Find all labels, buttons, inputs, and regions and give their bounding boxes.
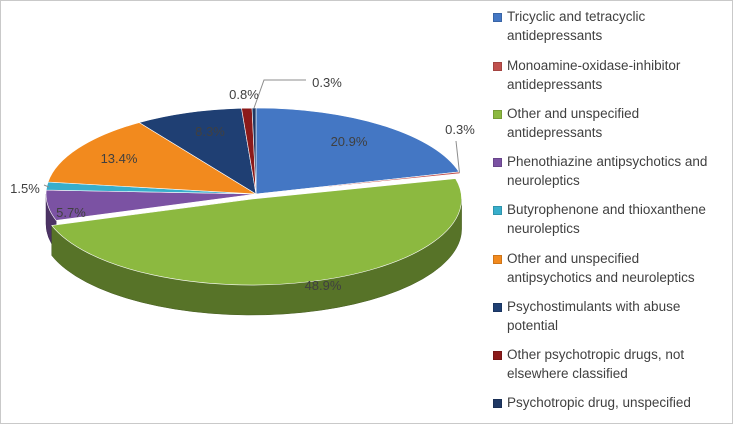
data-label: 5.7%	[56, 205, 86, 220]
legend-label: Monoamine-oxidase-inhibitor	[507, 58, 681, 73]
legend-label: Psychostimulants with abuse	[507, 299, 681, 314]
data-label: 0.3%	[445, 122, 475, 137]
legend-label: Psychotropic drug, unspecified	[507, 395, 691, 410]
legend-label: elsewhere classified	[507, 366, 628, 381]
data-label: 48.9%	[305, 278, 342, 293]
legend-item: Other and unspecified antipsychotics and …	[493, 249, 729, 287]
legend-label: antidepressants	[507, 28, 603, 43]
legend-item: Monoamine-oxidase-inhibitor antidepressan…	[493, 56, 729, 94]
legend-label: potential	[507, 318, 559, 333]
legend-label: antidepressants	[507, 77, 603, 92]
legend-swatch	[493, 206, 502, 215]
legend-swatch	[493, 62, 502, 71]
legend-swatch	[493, 399, 502, 408]
leader-line	[253, 79, 306, 109]
legend-label: antidepressants	[507, 125, 603, 140]
pie-slice	[138, 107, 257, 195]
pie-slice	[51, 178, 462, 286]
data-label: 0.3%	[312, 75, 342, 90]
legend-swatch	[493, 110, 502, 119]
data-label: 0.8%	[229, 87, 259, 102]
legend-item: Psychotropic drug, unspecified	[493, 393, 729, 412]
legend-label: Phenothiazine antipsychotics and	[507, 154, 708, 169]
data-label: 8.3%	[195, 124, 225, 139]
legend-label: antipsychotics and neuroleptics	[507, 270, 695, 285]
data-label: 1.5%	[10, 181, 40, 196]
legend-swatch	[493, 255, 502, 264]
legend-swatch	[493, 158, 502, 167]
legend-label: Other and unspecified	[507, 106, 640, 121]
legend-label: neuroleptics	[507, 221, 580, 236]
pie-slice	[255, 107, 460, 195]
legend-label: Other psychotropic drugs, not	[507, 347, 685, 362]
legend-item: Phenothiazine antipsychotics and neurolep…	[493, 152, 729, 190]
legend-swatch	[493, 13, 502, 22]
legend-swatch	[493, 303, 502, 312]
leader-line	[455, 140, 460, 173]
legend-label: neuroleptics	[507, 173, 580, 188]
legend-item: Butyrophenone and thioxanthene neurolepti…	[493, 200, 729, 238]
legend-item: Psychostimulants with abuse potential	[493, 297, 729, 335]
legend-label: Tricyclic and tetracyclic	[507, 9, 646, 24]
legend-label: Butyrophenone and thioxanthene	[507, 202, 706, 217]
legend-swatch	[493, 351, 502, 360]
data-label: 20.9%	[331, 134, 368, 149]
legend-item: Tricyclic and tetracyclic antidepressants	[493, 7, 729, 45]
data-label: 13.4%	[101, 151, 138, 166]
legend-item: Other and unspecified antidepressants	[493, 104, 729, 142]
pie-slice	[47, 122, 257, 195]
leader-line	[43, 184, 50, 188]
legend-item: Other psychotropic drugs, not elsewhere c…	[493, 345, 729, 383]
legend-label: Other and unspecified	[507, 251, 640, 266]
